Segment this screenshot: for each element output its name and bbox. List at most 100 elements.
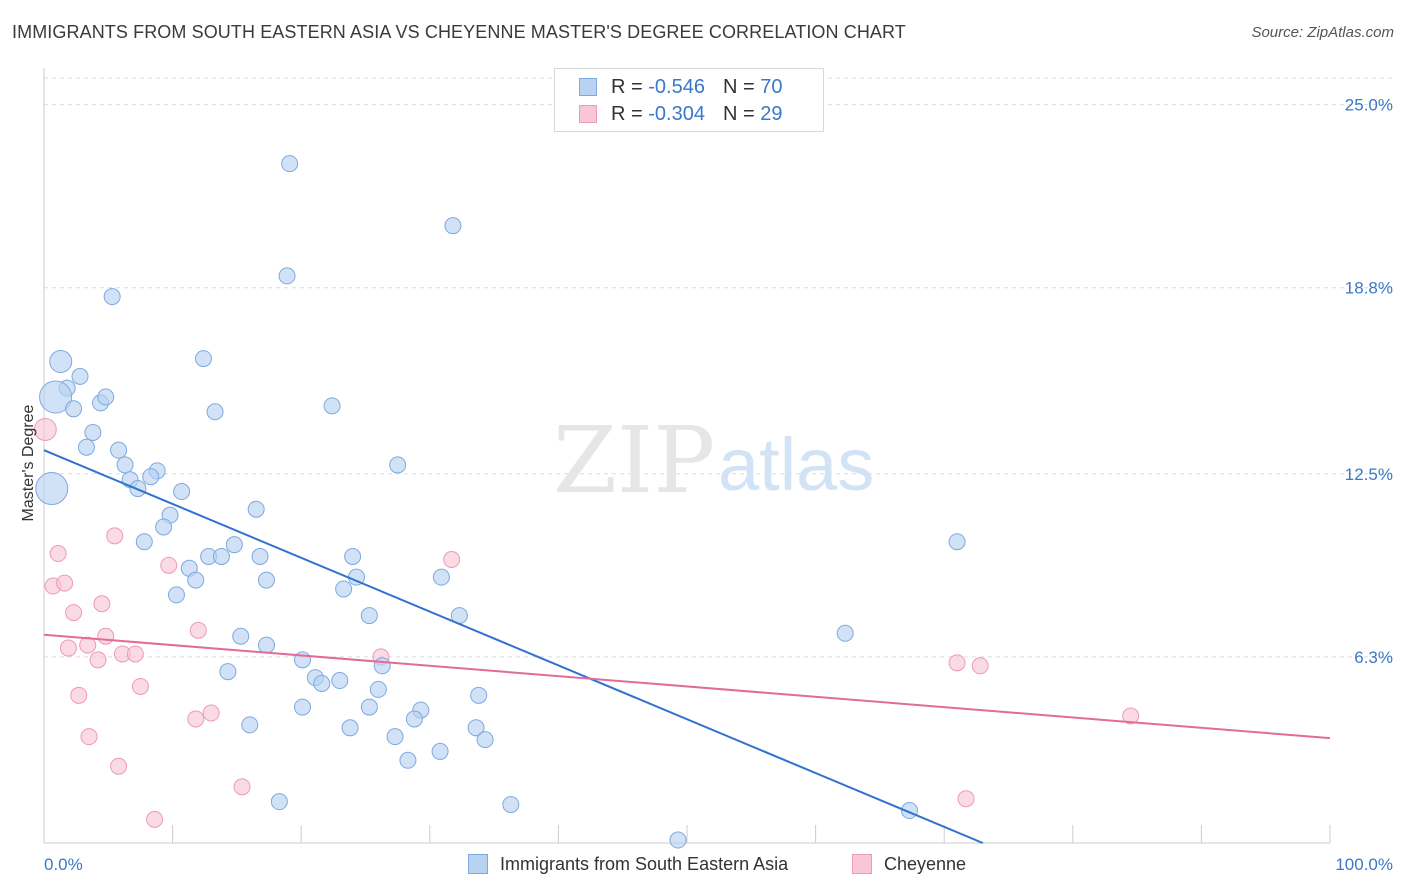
bottom-legend-swatch-blue	[468, 854, 488, 874]
sea-immigrants-point	[194, 350, 212, 368]
cheyenne-point	[97, 627, 115, 645]
legend-r-label: R =	[611, 102, 649, 125]
sea-immigrants-point	[313, 675, 331, 693]
x-tick-label: 100.0%	[1335, 855, 1393, 874]
sea-immigrants-point	[360, 698, 378, 716]
sea-immigrants-point	[502, 796, 520, 814]
sea-immigrants-point	[432, 568, 450, 586]
y-axis-label: Master's Degree	[20, 404, 37, 521]
legend-row-sea: R = -0.546 N = 70	[579, 75, 782, 99]
sea-immigrants-point	[467, 719, 485, 737]
cheyenne-point	[957, 790, 975, 808]
sea-immigrants-point	[344, 547, 362, 565]
sea-immigrants-point	[293, 698, 311, 716]
sea-immigrants-point	[116, 456, 134, 474]
legend-n-label: N =	[722, 75, 761, 98]
trendlines	[43, 449, 1331, 844]
cheyenne-point	[56, 574, 74, 592]
sea-immigrants-point	[187, 571, 205, 589]
sea-immigrants-point	[257, 571, 275, 589]
cheyenne-point	[202, 704, 220, 722]
sea-immigrants-point	[341, 719, 359, 737]
cheyenne-point	[106, 527, 124, 545]
axes	[43, 68, 1331, 844]
sea-immigrants-points	[35, 155, 966, 849]
sea-immigrants-point	[103, 288, 121, 306]
legend-swatch-blue	[579, 78, 597, 96]
sea-immigrants-point	[35, 472, 69, 506]
cheyenne-point	[131, 677, 149, 695]
cheyenne-point	[233, 778, 251, 796]
y-tick-label: 6.3%	[1354, 648, 1393, 667]
cheyenne-point	[948, 654, 966, 672]
sea-immigrants-point	[399, 751, 417, 769]
sea-immigrants-point	[135, 533, 153, 551]
cheyenne-point	[70, 686, 88, 704]
cheyenne-point	[443, 550, 461, 568]
cheyenne-point	[89, 651, 107, 669]
sea-immigrants-point	[389, 456, 407, 474]
cheyenne-point	[126, 645, 144, 663]
cheyenne-point	[80, 728, 98, 746]
cheyenne-point	[160, 556, 178, 574]
legend-row-cheyenne: R = -0.304 N = 29	[579, 102, 782, 126]
sea-immigrants-point	[386, 728, 404, 746]
cheyenne-point	[110, 757, 128, 775]
cheyenne-trendline	[43, 633, 1331, 740]
sea-immigrants-point	[206, 403, 224, 421]
y-tick-label: 12.5%	[1345, 465, 1393, 484]
tick-labels: 6.3% 12.5% 18.8% 25.0% 0.0% 100.0%	[44, 96, 1393, 874]
sea-immigrants-point	[251, 547, 269, 565]
sea-immigrants-point	[49, 350, 73, 374]
sea-immigrants-point	[247, 500, 265, 518]
legend-swatch-pink	[579, 105, 597, 123]
sea-immigrants-point	[444, 217, 462, 235]
sea-immigrants-point	[331, 672, 349, 690]
sea-immigrants-point	[476, 731, 494, 749]
cheyenne-point	[1122, 707, 1140, 725]
sea-immigrants-point	[836, 624, 854, 642]
sea-immigrants-point	[323, 397, 341, 415]
watermark-zip: ZIP	[553, 407, 715, 514]
sea-immigrants-point	[373, 657, 391, 675]
cheyenne-point	[971, 657, 989, 675]
legend-n-label: N =	[722, 102, 761, 125]
sea-immigrants-point	[232, 627, 250, 645]
sea-immigrants-point	[948, 533, 966, 551]
cheyenne-point	[189, 621, 207, 639]
y-tick-label: 25.0%	[1345, 96, 1393, 115]
sea-immigrants-point	[77, 438, 95, 456]
bottom-legend-swatch-pink	[852, 854, 872, 874]
x-tick-label: 0.0%	[44, 855, 83, 874]
sea-immigrants-point	[71, 367, 89, 385]
bottom-legend-cheyenne: Cheyenne	[852, 851, 966, 877]
cheyenne-points	[33, 417, 1140, 828]
y-tick-label: 18.8%	[1345, 279, 1393, 298]
cheyenne-point	[33, 417, 57, 441]
stats-legend: R = -0.546 N = 70 R = -0.304 N = 29	[554, 68, 824, 132]
cheyenne-point	[187, 710, 205, 728]
sea-immigrants-point	[173, 483, 191, 501]
sea-immigrants-trendline	[43, 449, 984, 844]
cheyenne-point	[59, 639, 77, 657]
chart-title: IMMIGRANTS FROM SOUTH EASTERN ASIA VS CH…	[12, 22, 906, 42]
sea-immigrants-point	[65, 400, 83, 418]
legend-r-value: -0.304	[648, 102, 705, 125]
sea-immigrants-point	[39, 380, 73, 414]
legend-r-value: -0.546	[648, 75, 705, 98]
sea-immigrants-point	[155, 518, 173, 536]
sea-immigrants-point	[360, 607, 378, 625]
sea-immigrants-point	[270, 793, 288, 811]
sea-immigrants-point	[281, 155, 299, 173]
bottom-legend-label: Cheyenne	[884, 853, 967, 874]
bottom-legend-sea: Immigrants from South Eastern Asia	[468, 851, 788, 877]
sea-immigrants-point	[335, 580, 353, 598]
sea-immigrants-point	[257, 636, 275, 654]
sea-immigrants-point	[225, 536, 243, 554]
sea-immigrants-point	[241, 716, 259, 734]
cheyenne-point	[93, 595, 111, 613]
sea-immigrants-point	[669, 831, 687, 849]
sea-immigrants-point	[167, 586, 185, 604]
sea-immigrants-point	[212, 547, 230, 565]
